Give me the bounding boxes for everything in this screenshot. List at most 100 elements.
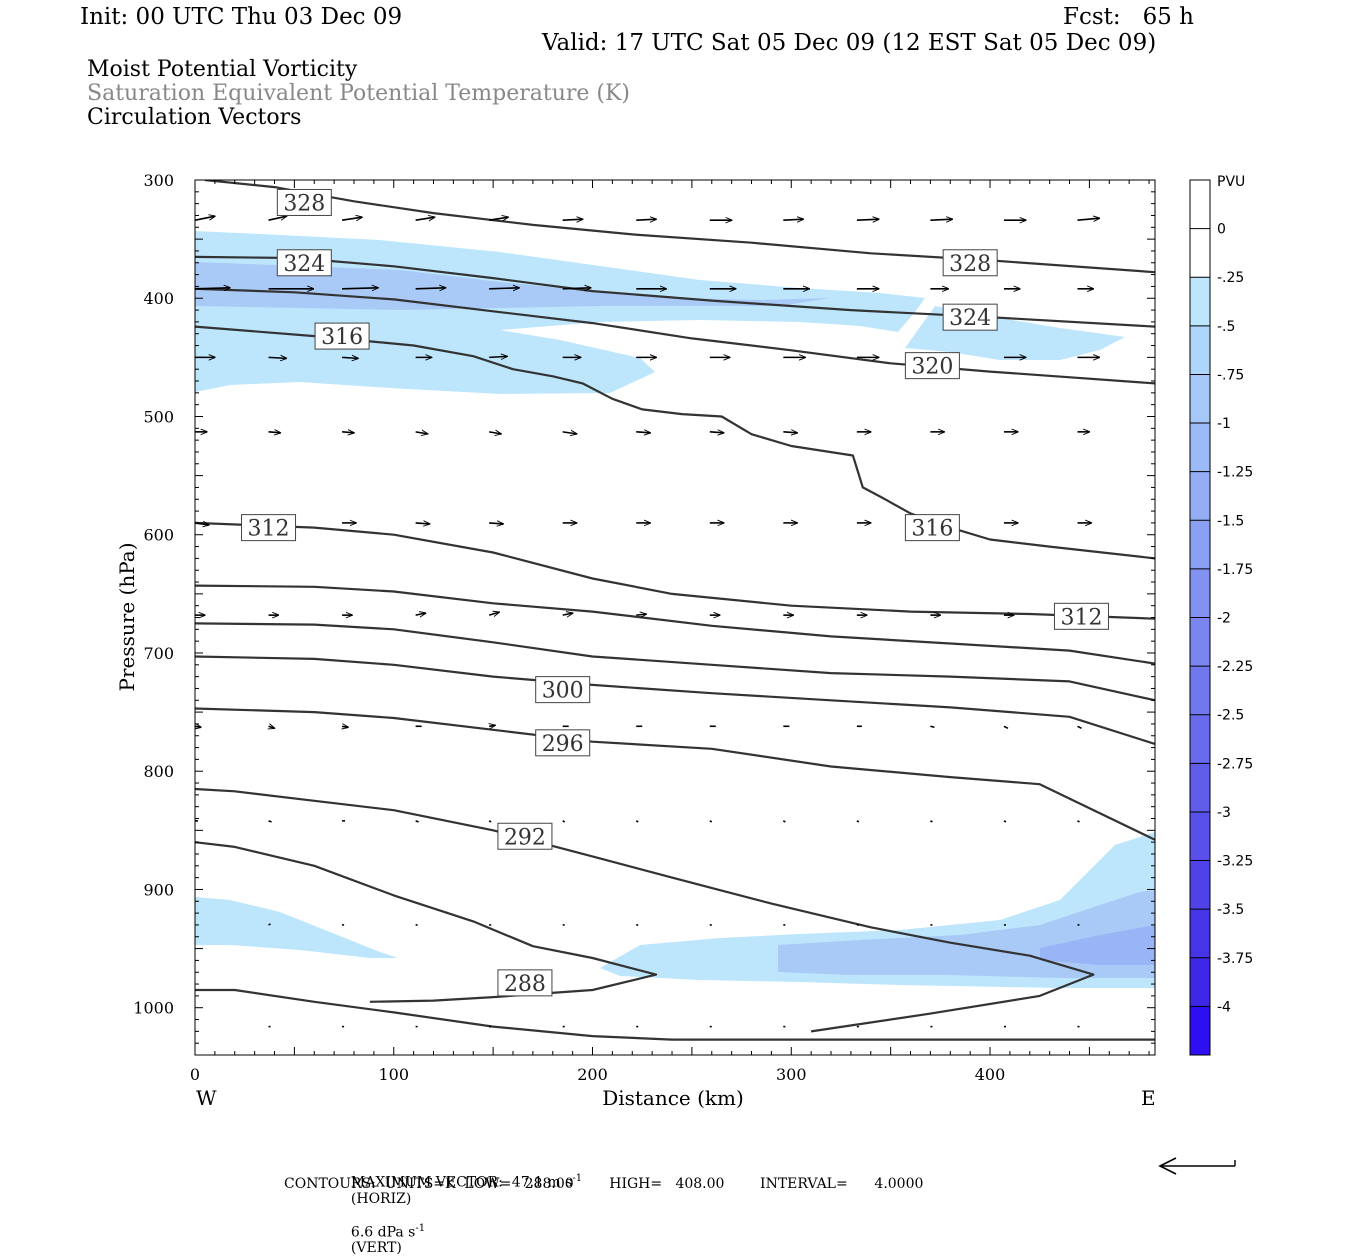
x-axis-title: Distance (km)	[602, 1086, 744, 1110]
contour-label-324: 324	[276, 249, 332, 277]
axis-ticks: 300 400 500 600 700 800 900 1000 0 100 200 300 400	[133, 171, 1155, 1084]
reference-vector-head	[1158, 1157, 1177, 1175]
contour-288	[195, 841, 658, 1003]
init-time: Init: 00 UTC Thu 03 Dec 09	[80, 4, 403, 30]
east-label: E	[1141, 1086, 1156, 1110]
colorbar-swatch	[1190, 568, 1210, 618]
valid-time: Valid: 17 UTC Sat 05 Dec 09 (12 EST Sat …	[542, 30, 1157, 56]
contour-label-316: 316	[314, 322, 370, 350]
title-vectors: Circulation Vectors	[87, 105, 302, 130]
colorbar-label: -1.25	[1217, 465, 1253, 481]
contour-label-300: 300	[535, 676, 591, 704]
circulation-vector	[195, 726, 201, 727]
circulation-vector	[268, 357, 287, 358]
contour-label-312: 312	[1053, 602, 1109, 630]
x-tick-label: 0	[190, 1065, 200, 1084]
circulation-vector	[562, 613, 573, 615]
contour-label-box	[904, 352, 960, 380]
colorbar-swatch	[1190, 374, 1210, 424]
colorbar-label: -3.25	[1217, 854, 1253, 870]
max-vector-vert: 6.6 dPa s	[350, 1224, 416, 1241]
title-mpv: Moist Potential Vorticity	[87, 57, 358, 82]
y-tick-label: 600	[143, 526, 174, 545]
colorbar-swatch	[1190, 423, 1210, 473]
contour-label-328: 328	[942, 249, 998, 277]
contour-label-box	[314, 322, 370, 350]
title-thetaes: Saturation Equivalent Potential Temperat…	[87, 81, 630, 106]
contour-label-text: 320	[911, 355, 953, 380]
circulation-vector	[489, 217, 508, 220]
contour-300	[195, 655, 1155, 746]
contour-label-box	[942, 249, 998, 277]
colorbar-swatch	[1190, 277, 1210, 327]
circulation-vector	[1077, 820, 1080, 823]
contour-label-box	[276, 188, 332, 216]
west-label: W	[196, 1086, 217, 1110]
circulation-vector	[930, 725, 935, 729]
circulation-vector	[636, 614, 646, 615]
contour-label-box	[535, 729, 591, 757]
x-tick-label: 200	[577, 1065, 608, 1084]
contour-label-text: 288	[504, 972, 546, 997]
pv-region-west-low	[195, 897, 398, 958]
circulation-vector	[636, 432, 650, 433]
contour-label-288: 288	[497, 969, 553, 997]
colorbar-swatch	[1190, 180, 1210, 230]
colorbar-label: -2.25	[1217, 659, 1253, 675]
contour-292	[195, 787, 1095, 1033]
contour-312	[195, 521, 1155, 620]
circulation-vector	[415, 613, 426, 615]
contour-label-box	[942, 303, 998, 331]
circulation-vector	[562, 820, 566, 823]
y-tick-label: 900	[143, 880, 174, 899]
colorbar-swatch	[1190, 763, 1210, 813]
circulation-vector	[488, 612, 499, 615]
colorbar-swatch	[1190, 520, 1210, 570]
contour-label-text: 316	[321, 325, 363, 350]
max-vector-note: MAXIMUM VECTOR: 47.1 m s-1 (HORIZ) 6.6 d…	[342, 1157, 582, 1256]
circulation-vector	[342, 288, 378, 289]
x-tick-label: 100	[378, 1065, 409, 1084]
circulation-vector	[415, 820, 419, 823]
contour-label-box	[276, 249, 332, 277]
contour-label-296: 296	[535, 729, 591, 757]
circulation-vector	[415, 432, 428, 434]
colorbar-swatch	[1190, 325, 1210, 375]
colorbar-label: -4	[1217, 999, 1231, 1015]
reference-vector	[1158, 1157, 1236, 1175]
contour-label-text: 328	[949, 252, 991, 277]
circulation-vector	[636, 219, 656, 220]
circulation-vector	[709, 820, 713, 823]
circulation-vector	[782, 820, 786, 823]
circulation-vector	[342, 432, 354, 433]
contour-label-box	[904, 514, 960, 542]
contour-label-320: 320	[904, 352, 960, 380]
contour-label-324: 324	[942, 303, 998, 331]
horiz-unit-exponent: -1	[572, 1173, 583, 1184]
contour-label-box	[497, 822, 553, 850]
contour-label-316: 316	[904, 514, 960, 542]
contour-label-292: 292	[497, 822, 553, 850]
contour-304	[195, 622, 1155, 702]
colorbar-swatch	[1190, 811, 1210, 862]
circulation-vector	[1003, 725, 1009, 729]
contour-label-box	[535, 676, 591, 704]
circulation-vector	[635, 820, 639, 823]
colorbar-swatch	[1190, 666, 1210, 716]
circulation-vector	[489, 356, 507, 357]
circulation-vector	[1077, 725, 1082, 729]
y-tick-label: 1000	[133, 999, 174, 1018]
circulation-vector	[341, 217, 362, 220]
circulation-vector	[709, 432, 724, 433]
circulation-vector	[783, 432, 797, 433]
contour-label-text: 316	[911, 517, 953, 542]
circulation-vector	[268, 820, 272, 823]
circulation-vector	[342, 726, 348, 727]
contour-284	[195, 988, 1155, 1041]
colorbar-swatch	[1190, 1006, 1210, 1056]
colorbar-label: -3.5	[1217, 902, 1244, 918]
forecast-hour: Fcst: 65 h	[1063, 4, 1194, 30]
contour-label-328: 328	[276, 188, 332, 216]
colorbar-label: -.5	[1217, 319, 1235, 335]
circulation-vector	[562, 432, 577, 434]
